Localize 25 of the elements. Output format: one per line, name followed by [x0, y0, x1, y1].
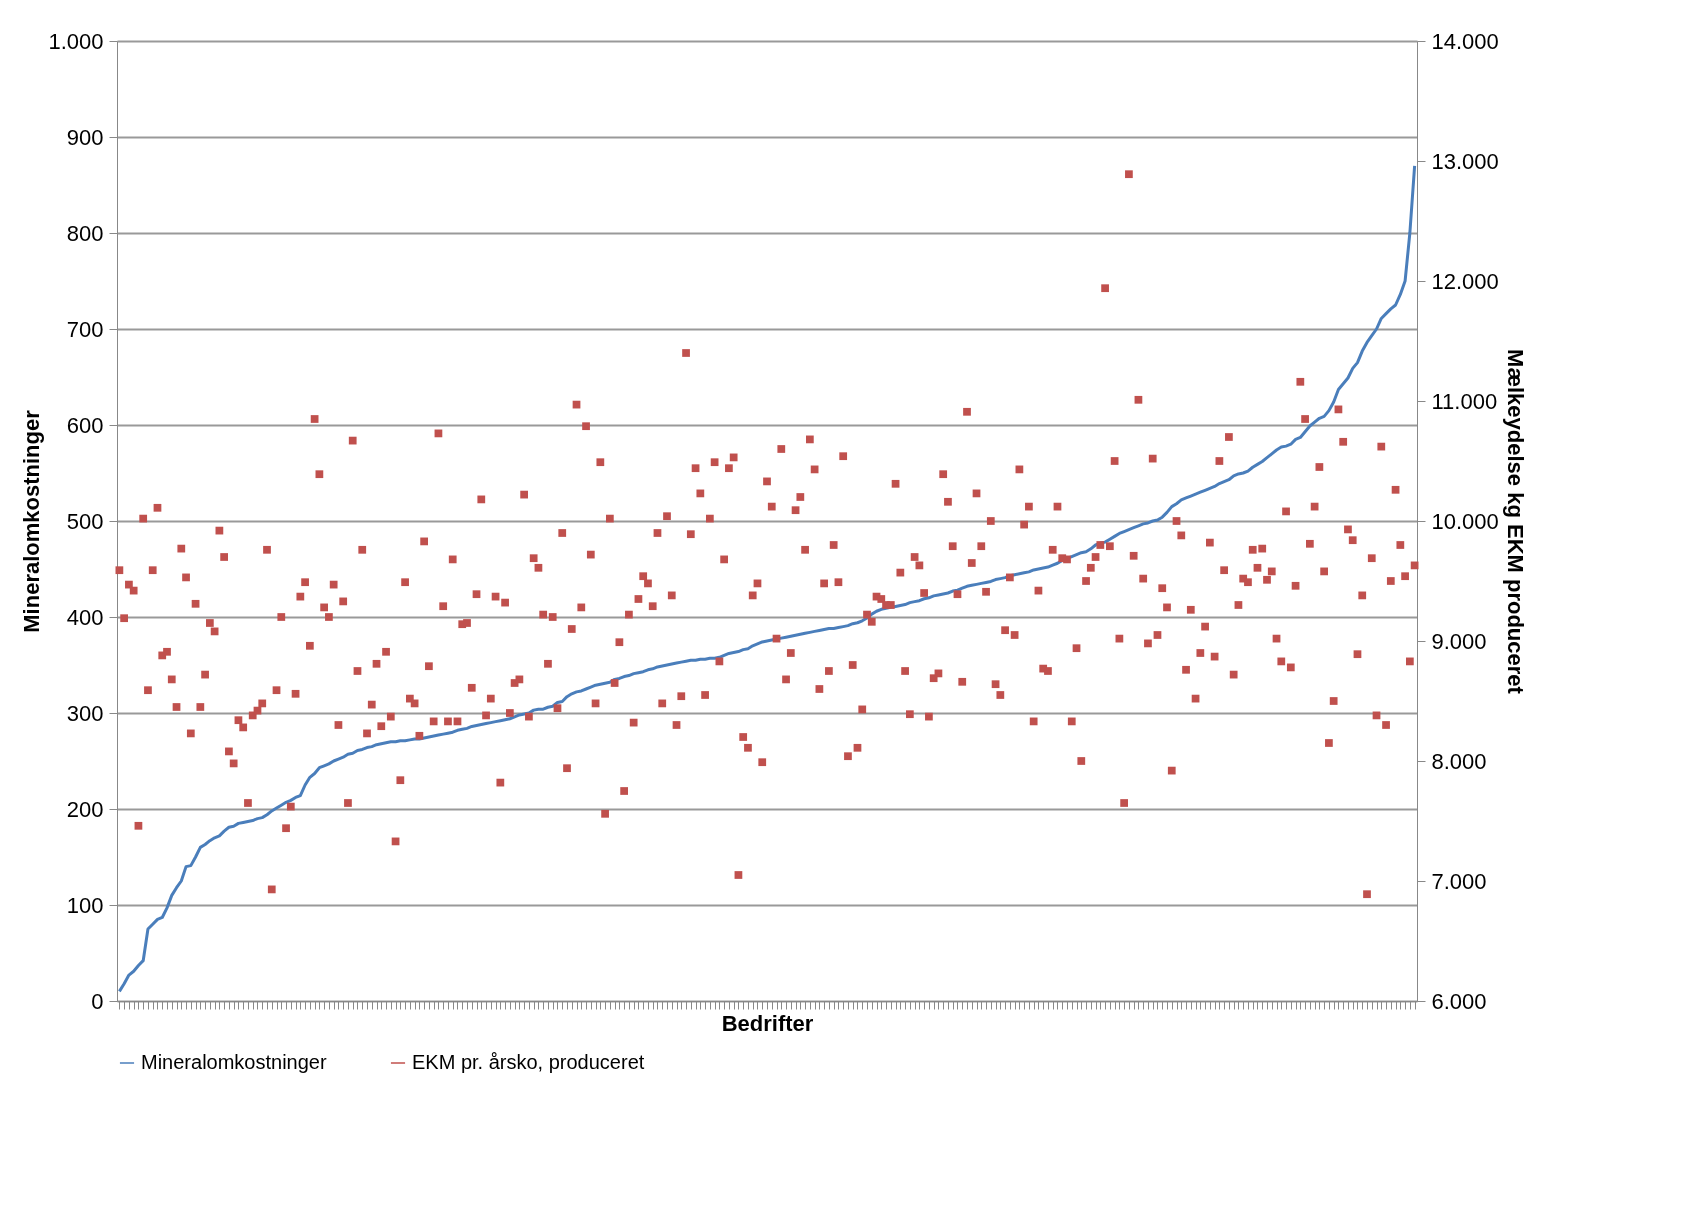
y2-tick-label: 13.000: [1431, 148, 1499, 174]
y2-tick-label: 7.000: [1431, 868, 1487, 894]
y-tick-label: 900: [66, 124, 104, 150]
y2-tick-label: 6.000: [1431, 988, 1487, 1014]
y2-tick-label: 8.000: [1431, 748, 1487, 774]
y-tick-label: 400: [66, 604, 104, 630]
y2-tick-label: 12.000: [1431, 268, 1499, 294]
y2-tick-label: 10.000: [1431, 508, 1499, 534]
legend-label: Mineralomkostninger: [141, 1051, 327, 1073]
legend-label: EKM pr. årsko, produceret: [412, 1051, 645, 1073]
y-tick-label: 500: [66, 508, 104, 534]
y-tick-label: 600: [66, 412, 104, 438]
y-tick-label: 1.000: [48, 28, 104, 54]
y-tick-label: 300: [66, 700, 104, 726]
x-axis-title: Bedrifter: [721, 1011, 814, 1036]
y2-tick-label: 11.000: [1431, 388, 1498, 414]
y-axis-title: Mineralomkostninger: [19, 409, 45, 633]
y2-tick-label: 9.000: [1431, 628, 1487, 654]
y2-axis-title: Mælkeydelse kg EKM produceret: [1502, 349, 1528, 695]
y-tick-label: 100: [66, 892, 104, 918]
y-tick-label: 700: [66, 316, 104, 342]
y-tick-label: 200: [66, 796, 104, 822]
y-tick-label: 800: [66, 220, 104, 246]
y2-tick-label: 14.000: [1431, 28, 1499, 54]
y-tick-label: 0: [91, 988, 104, 1014]
